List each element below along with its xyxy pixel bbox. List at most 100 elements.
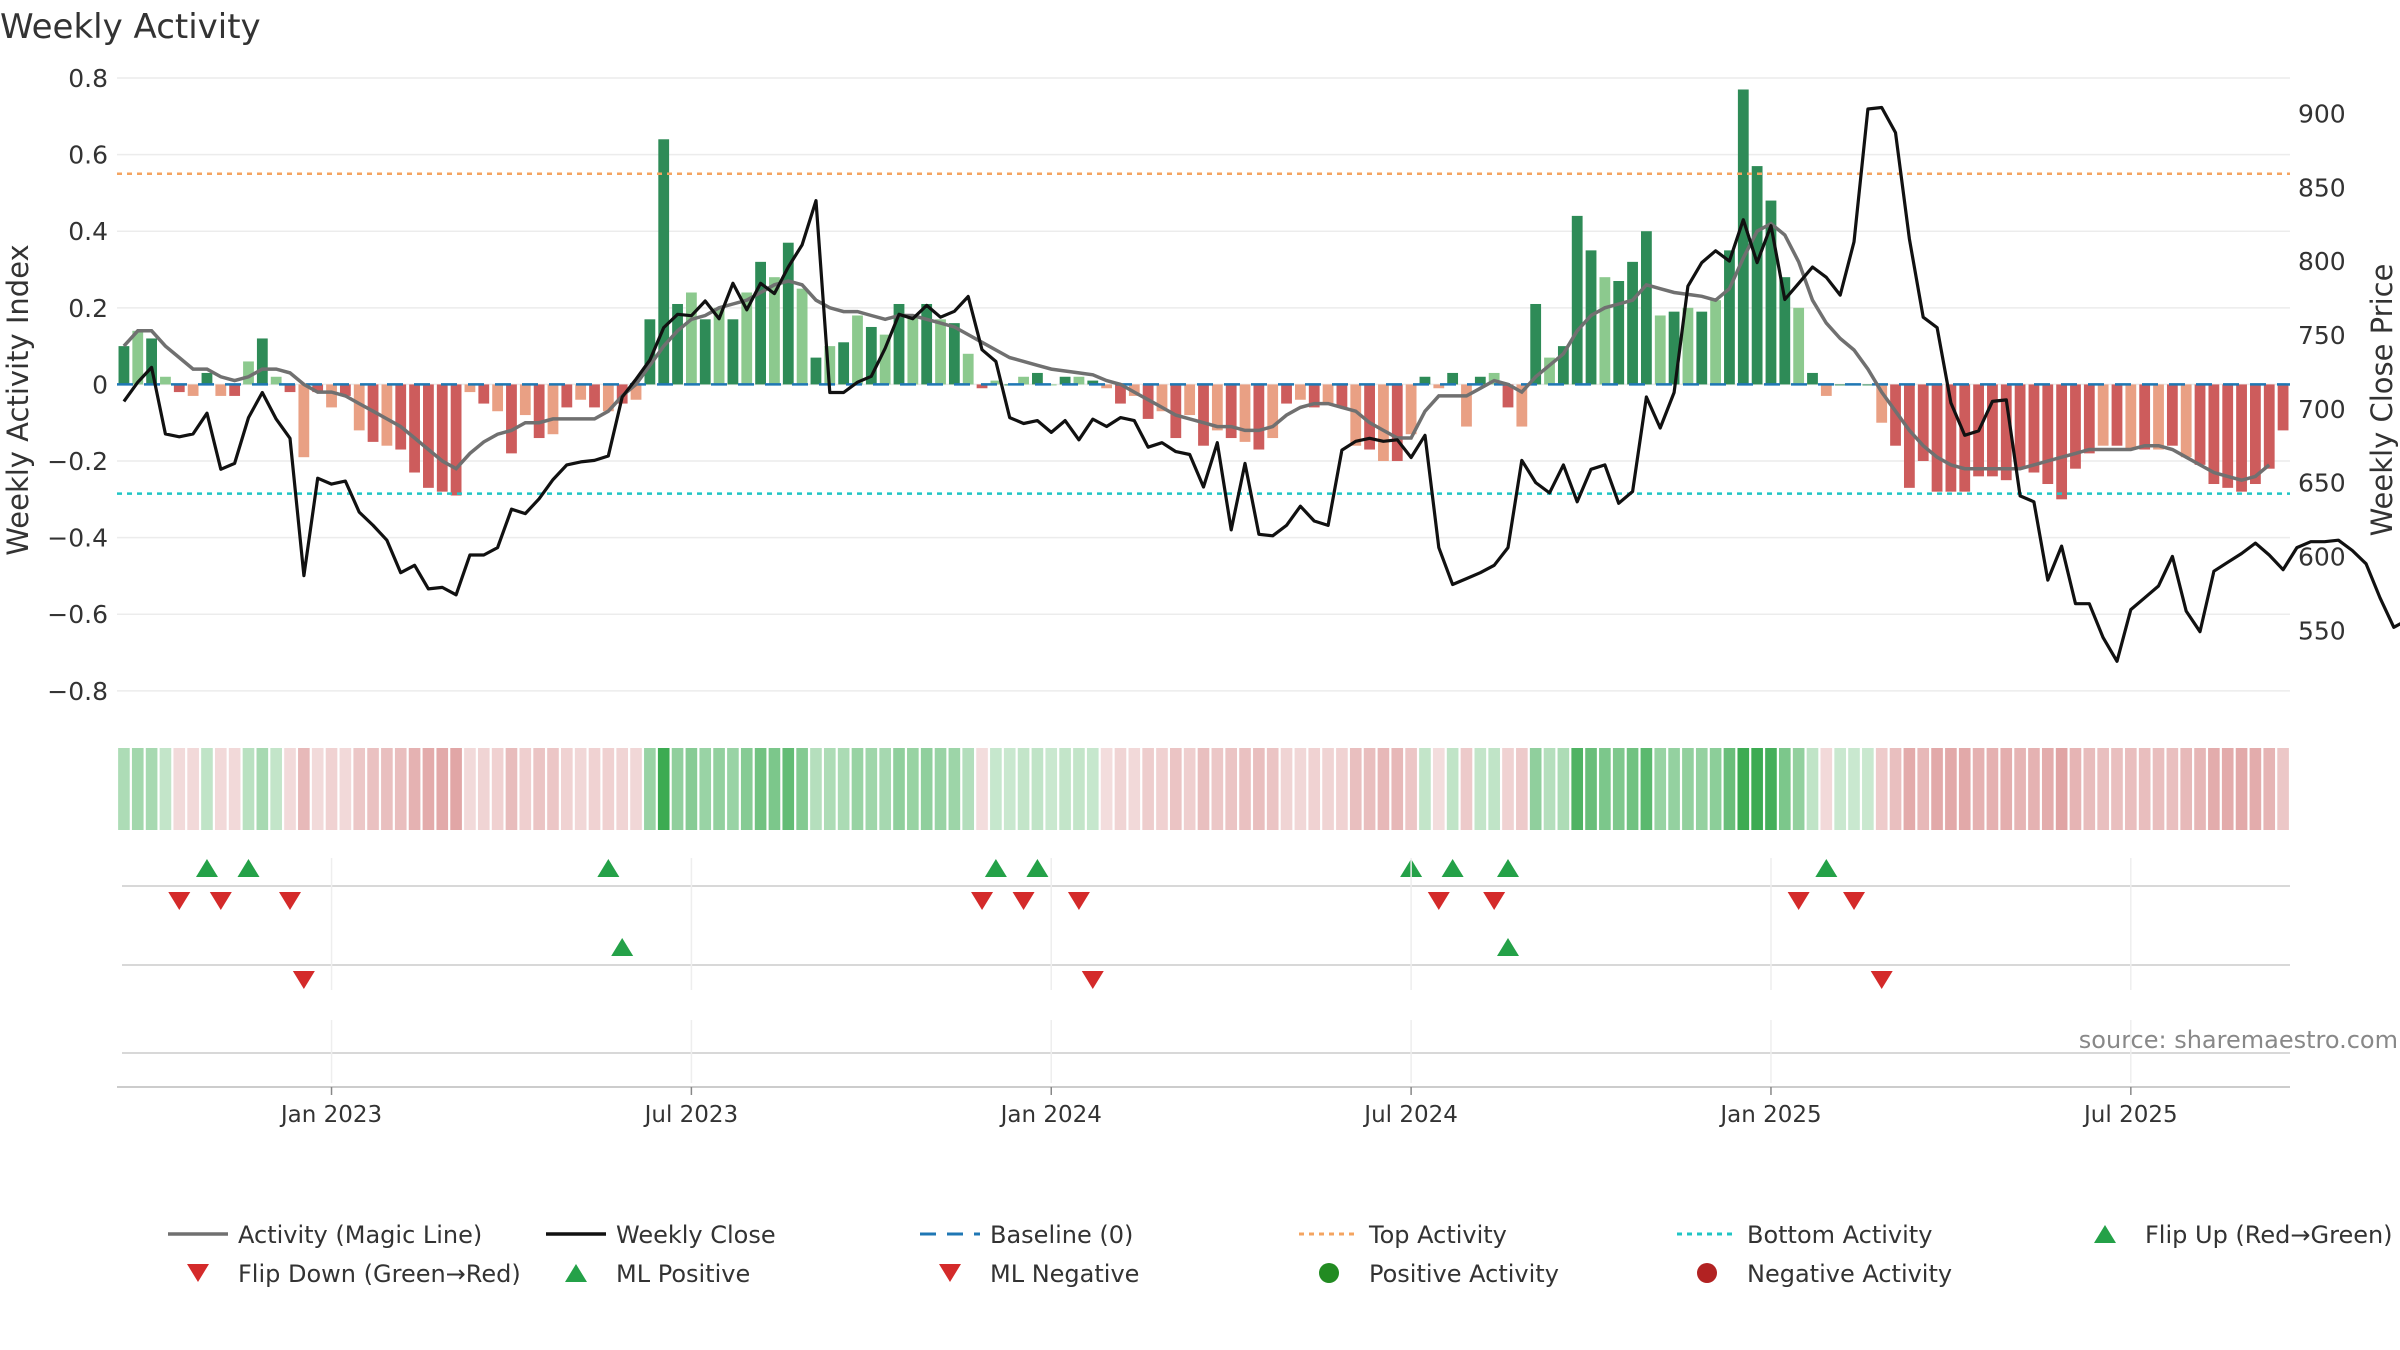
left-tick-label: −0.6 <box>47 600 108 629</box>
activity-bar <box>1613 281 1625 385</box>
activity-bar <box>602 384 614 412</box>
activity-bar <box>270 376 282 385</box>
activity-bar <box>1378 384 1389 462</box>
strip-cell <box>1073 748 1085 830</box>
legend-label: Flip Down (Green→Red) <box>238 1260 521 1288</box>
flip-down-marker <box>971 892 994 910</box>
activity-bar <box>1253 384 1265 450</box>
strip-cell <box>754 748 767 830</box>
strip-cell <box>1529 748 1542 830</box>
activity-bar <box>727 319 739 385</box>
activity-bar <box>1364 384 1375 450</box>
activity-bar <box>1557 346 1569 385</box>
strip-cell <box>1571 748 1584 830</box>
activity-bar <box>1073 376 1085 385</box>
activity-bar <box>658 139 670 385</box>
strip-cell <box>1405 748 1417 830</box>
activity-bar <box>782 242 794 385</box>
strip-cell <box>214 748 227 830</box>
activity-bar <box>2236 384 2247 492</box>
signal-markers <box>117 859 2290 1088</box>
strip-cell <box>1834 748 1846 830</box>
strip-cell <box>630 748 642 830</box>
strip-cell <box>1751 748 1763 830</box>
legend-label: ML Positive <box>616 1260 750 1288</box>
strip-cell <box>851 748 864 830</box>
strip-cell <box>796 748 808 830</box>
legend-label: Activity (Magic Line) <box>238 1221 482 1249</box>
right-tick-label: 600 <box>2298 542 2346 571</box>
flip-down-marker <box>279 892 302 910</box>
strip-cell <box>2138 748 2151 830</box>
strip-cell <box>159 748 172 830</box>
activity-bar <box>2056 384 2068 500</box>
x-tick-label: Jan 2024 <box>999 1102 1102 1128</box>
strip-cell <box>1031 748 1044 830</box>
strip-cell <box>2208 748 2220 830</box>
legend-swatch-down <box>939 1264 961 1282</box>
strip-cell <box>2014 748 2026 830</box>
activity-bar <box>1488 372 1500 385</box>
activity-bar <box>1239 384 1251 442</box>
activity-bar <box>1890 384 1901 446</box>
activity-bar <box>1322 384 1334 404</box>
activity-bar <box>1903 384 1915 488</box>
activity-bar <box>1820 384 1832 396</box>
strip-cell <box>1543 748 1556 830</box>
strip-cell <box>588 748 601 830</box>
strip-cell <box>1640 748 1653 830</box>
strip-cell <box>1391 748 1404 830</box>
strip-cell <box>1557 748 1570 830</box>
flip-down-marker <box>1427 892 1450 910</box>
activity-bar <box>1696 311 1708 385</box>
strip-cell <box>1626 748 1639 830</box>
activity-bar <box>1433 384 1445 389</box>
strip-cell <box>2263 748 2276 830</box>
strip-cell <box>1778 748 1791 830</box>
strip-cell <box>1294 748 1307 830</box>
activity-bar <box>1308 384 1320 408</box>
activity-bar <box>685 292 697 385</box>
activity-bar <box>1959 384 1971 492</box>
activity-bar <box>2263 384 2275 469</box>
strip-cell <box>2221 748 2234 830</box>
activity-bar <box>436 384 448 492</box>
strip-cell <box>948 748 961 830</box>
activity-bar <box>450 384 462 496</box>
strip-cell <box>1945 748 1957 830</box>
activity-bar <box>2277 384 2289 431</box>
activity-bar <box>1682 307 1694 385</box>
legend-label: Flip Up (Red→Green) <box>2145 1221 2393 1249</box>
activity-bar <box>1032 372 1043 385</box>
activity-bar <box>1115 384 1126 404</box>
strip-cell <box>533 748 545 830</box>
activity-bar <box>907 315 919 385</box>
activity-bar <box>2208 384 2220 485</box>
legend-label: Negative Activity <box>1747 1260 1952 1288</box>
legend: Activity (Magic Line) Weekly Close Baselin… <box>168 1221 2393 1288</box>
flip-down-marker <box>1067 892 1090 910</box>
magic-line <box>122 221 2271 483</box>
strip-cell <box>1446 748 1459 830</box>
strip-cell <box>187 748 199 830</box>
left-tick-label: 0.2 <box>68 294 108 323</box>
left-tick-label: 0.4 <box>68 217 108 246</box>
activity-bar <box>589 384 600 408</box>
strip-cell <box>879 748 891 830</box>
left-y-axis: 0.8 0.6 0.4 0.2 0 −0.2 −0.4 −0.6 −0.8 <box>47 64 108 706</box>
activity-bar <box>1281 384 1292 404</box>
activity-bar <box>1641 231 1652 385</box>
x-axis: Jan 2023 Jul 2023 Jan 2024 Jul 2024 Jan 2025… <box>279 858 2178 1128</box>
activity-bar <box>1862 384 1874 386</box>
strip-cell <box>519 748 532 830</box>
strip-cell <box>145 748 158 830</box>
strip-cell <box>1502 748 1514 830</box>
activity-bar <box>1793 307 1805 385</box>
strip-cell <box>450 748 462 830</box>
activity-bar <box>173 384 185 393</box>
activity-bar <box>1502 384 1514 408</box>
activity-bar <box>1267 384 1279 439</box>
activity-strip <box>118 748 2289 830</box>
strip-cell <box>1128 748 1141 830</box>
